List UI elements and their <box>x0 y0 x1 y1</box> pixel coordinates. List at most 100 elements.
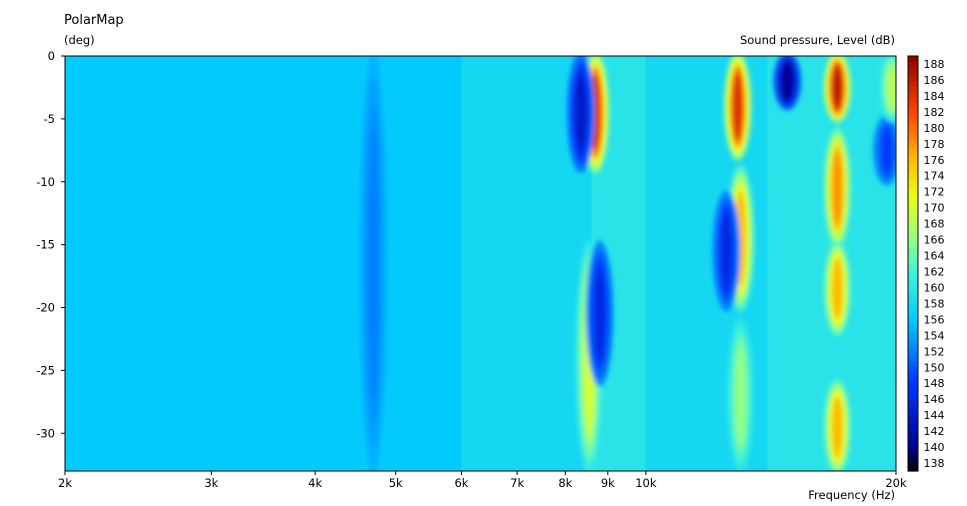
colorbar-swatch <box>908 279 918 285</box>
colorbar-tick-label: 178 <box>924 138 945 151</box>
colorbar-swatch <box>908 227 918 233</box>
heatmap-null <box>721 212 732 290</box>
colorbar-swatch <box>908 196 918 202</box>
heatmap-ridge <box>832 257 843 320</box>
x-axis-label: Frequency (Hz) <box>808 488 895 502</box>
y-axis: 0 -5 -10 -15 -20 -25 -30 <box>36 49 65 440</box>
colorbar-tick-label: 166 <box>924 234 945 247</box>
colorbar-swatch <box>908 424 918 431</box>
colorbar-tick-label: 170 <box>924 202 945 215</box>
colorbar-swatch <box>908 216 918 223</box>
colorbar-swatch <box>908 439 918 446</box>
colorbar-swatch <box>908 336 918 342</box>
x-axis: 2k 3k 4k 5k 6k 7k 8k 9k 10k 20k <box>58 471 907 490</box>
heatmap-null <box>368 128 379 399</box>
heatmap-band <box>461 56 543 471</box>
colorbar-swatch <box>908 310 918 316</box>
colorbar-tick-label: 172 <box>924 186 945 199</box>
colorbar-tick-label: 174 <box>924 170 945 183</box>
x-tick-label: 4k <box>308 476 322 490</box>
colorbar-swatch <box>908 263 918 270</box>
colorbar-swatch <box>908 305 918 311</box>
colorbar-swatch <box>908 237 918 244</box>
x-tick-label: 8k <box>558 476 572 490</box>
y-tick-label: -5 <box>44 112 55 126</box>
x-tick-label: 20k <box>885 476 907 490</box>
colorbar-swatch <box>908 128 918 135</box>
colorbar-swatch <box>908 294 918 301</box>
heatmap-ridge <box>832 149 843 227</box>
x-tick-label: 10k <box>635 476 657 490</box>
y-tick-label: -10 <box>36 175 55 189</box>
colorbar-swatch <box>908 164 918 171</box>
colorbar-label: Sound pressure, Level (dB) <box>739 33 895 47</box>
colorbar-tick-label: 176 <box>924 154 945 167</box>
colorbar-swatch <box>908 56 918 62</box>
x-tick-label: 3k <box>204 476 218 490</box>
colorbar-swatch <box>908 289 918 296</box>
colorbar-swatch <box>908 123 918 130</box>
colorbar-swatch <box>908 341 918 348</box>
heatmap-null <box>881 127 892 173</box>
y-tick-label: -30 <box>36 426 55 440</box>
colorbar-swatch <box>908 87 918 93</box>
y-tick-label: -15 <box>36 238 55 252</box>
colorbar-swatch <box>908 185 918 192</box>
colorbar-tick-label: 164 <box>924 250 945 263</box>
heatmap-ridge <box>732 71 743 142</box>
y-tick-label: 0 <box>48 49 55 63</box>
colorbar-swatch <box>908 66 918 73</box>
colorbar-swatch <box>908 419 918 425</box>
heatmap-features <box>359 56 896 471</box>
colorbar-swatch <box>908 258 918 265</box>
colorbar-swatch <box>908 320 918 327</box>
colorbar-tick-label: 156 <box>924 313 945 326</box>
colorbar-swatch <box>908 367 918 374</box>
colorbar-tick-label: 148 <box>924 377 945 390</box>
colorbar-swatch <box>908 102 918 109</box>
x-tick-label: 6k <box>454 476 468 490</box>
colorbar-swatch <box>908 71 918 78</box>
colorbar-swatch <box>908 107 918 114</box>
heatmap-ridge <box>735 344 746 447</box>
colorbar-swatch <box>908 97 918 104</box>
colorbar-swatch <box>908 299 918 306</box>
colorbar-tick-label: 160 <box>924 281 945 294</box>
colorbar-swatch <box>908 429 918 436</box>
heatmap-null <box>594 266 605 361</box>
colorbar-swatch <box>908 149 918 156</box>
colorbar-swatch <box>908 372 918 379</box>
colorbar-tick-label: 142 <box>924 425 945 438</box>
colorbar-swatch <box>908 201 918 208</box>
colorbar-swatch <box>908 455 918 462</box>
heatmap-null <box>575 73 586 152</box>
colorbar-tick-label: 140 <box>924 441 945 454</box>
colorbar-tick-label: 162 <box>924 265 945 278</box>
colorbar-swatch <box>908 315 918 322</box>
colorbar-swatch <box>908 460 918 467</box>
colorbar-swatch <box>908 247 918 254</box>
colorbar-swatch <box>908 81 918 88</box>
x-tick-label: 5k <box>389 476 403 490</box>
colorbar-swatch <box>908 133 918 140</box>
colorbar-swatch <box>908 139 918 145</box>
colorbar-tick-label: 144 <box>924 409 945 422</box>
heatmap-band <box>65 56 350 471</box>
colorbar-swatch <box>908 113 918 119</box>
colorbar-swatch <box>908 393 918 399</box>
heatmap-ridge <box>887 64 896 111</box>
colorbar-tick-label: 138 <box>924 457 945 470</box>
colorbar-swatch <box>908 170 918 176</box>
colorbar-swatch <box>908 398 918 405</box>
chart-title: PolarMap <box>64 13 124 28</box>
colorbar-swatch <box>908 382 918 389</box>
colorbar-swatch <box>908 159 918 166</box>
colorbar-swatch <box>908 346 918 353</box>
x-tick-label: 2k <box>58 476 72 490</box>
colorbar-swatch <box>908 154 918 161</box>
colorbar-tick-label: 188 <box>924 58 945 71</box>
colorbar-swatch <box>908 450 918 457</box>
colorbar-swatch <box>908 403 918 410</box>
colorbar-swatch <box>908 330 918 337</box>
colorbar-swatch <box>908 273 918 280</box>
